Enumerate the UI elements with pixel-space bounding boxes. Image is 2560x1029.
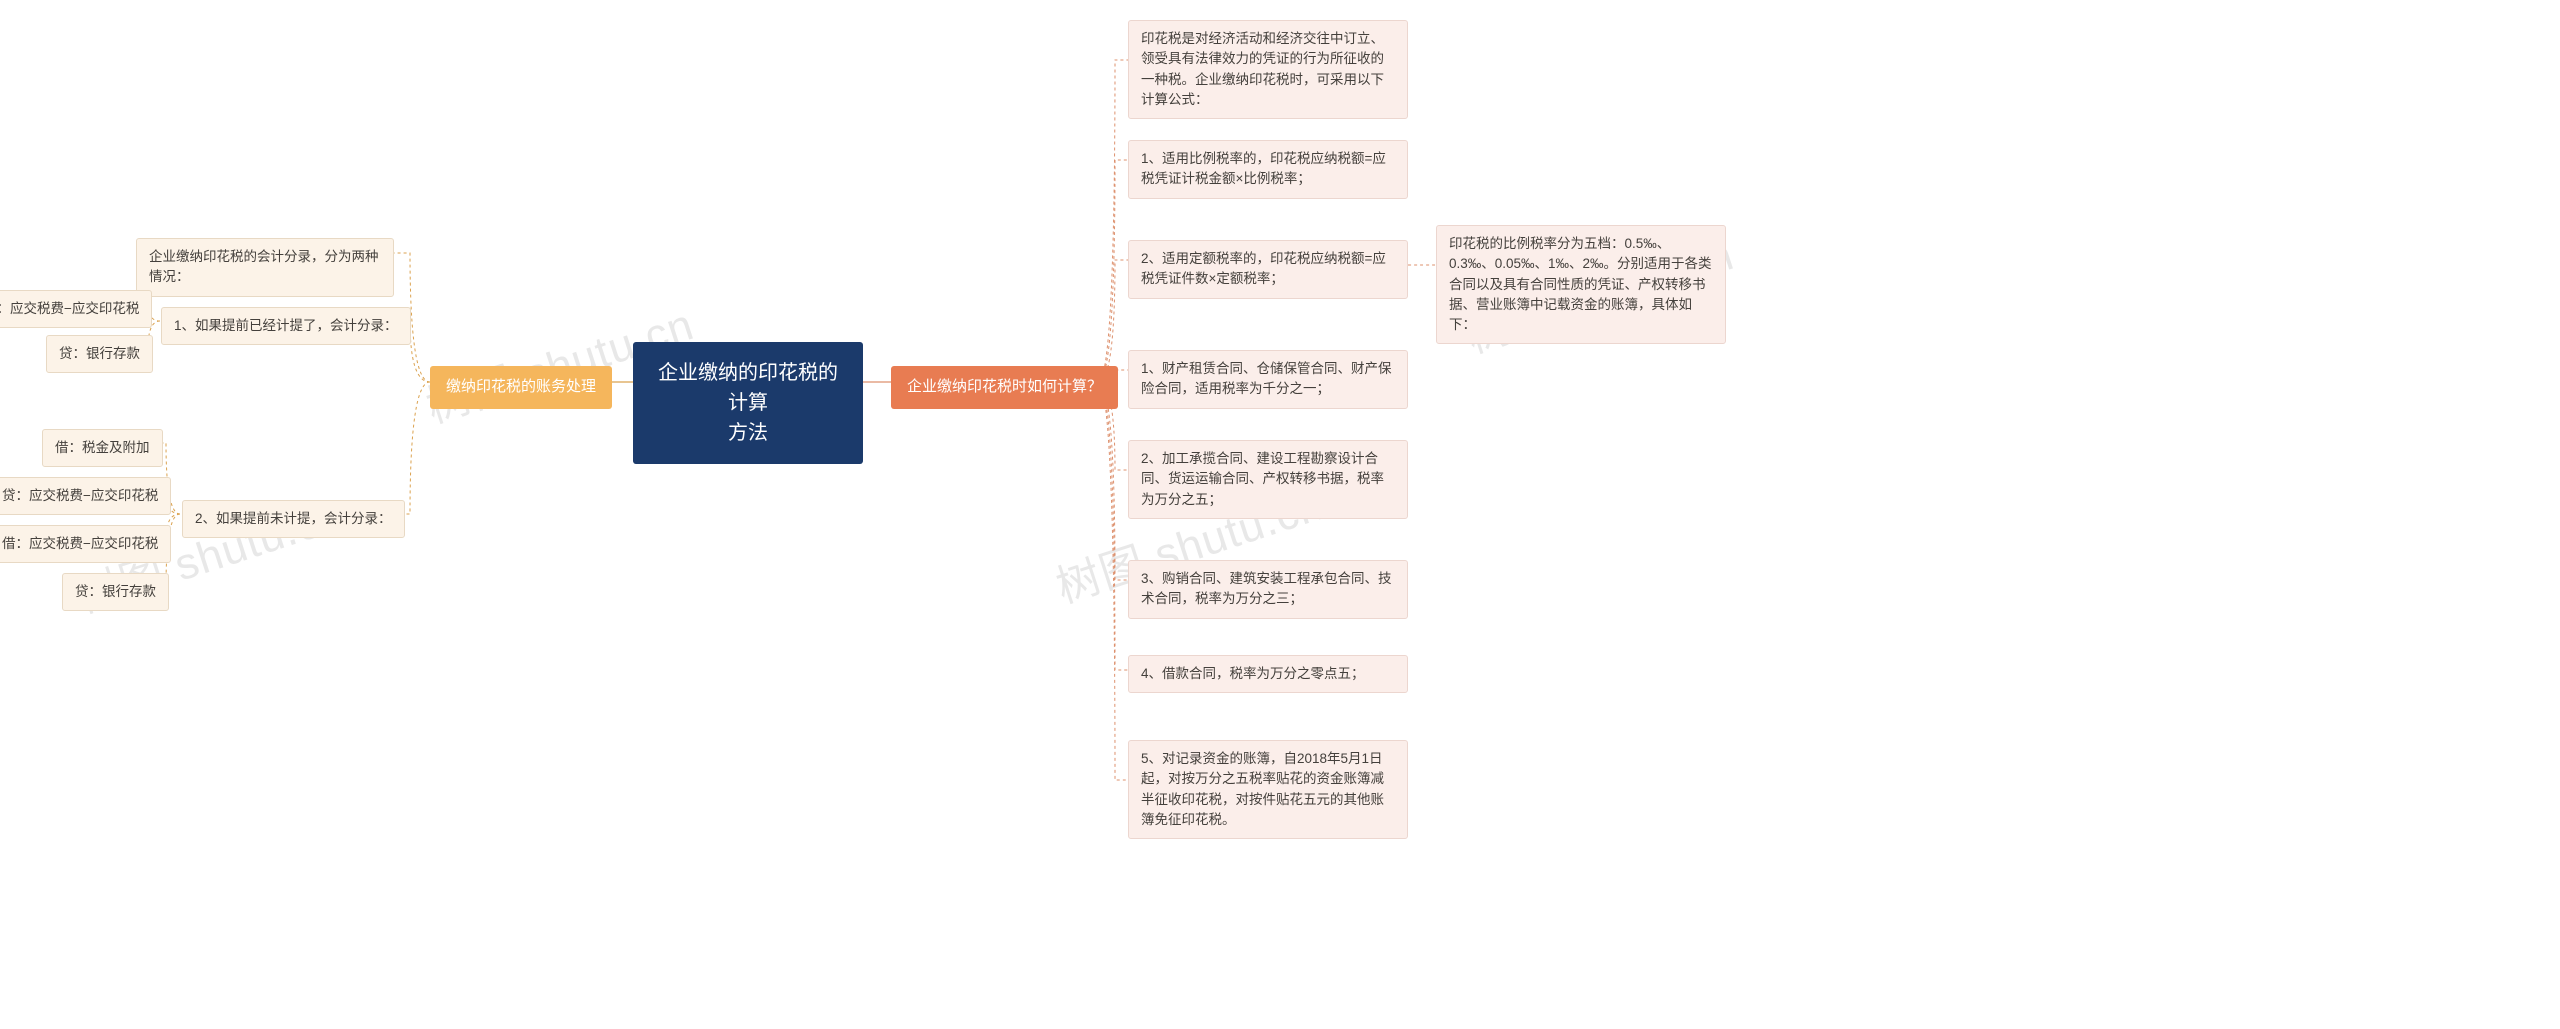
left-leaf-case1-credit[interactable]: 贷：银行存款: [46, 335, 153, 373]
left-leaf-case2[interactable]: 2、如果提前未计提，会计分录：: [182, 500, 405, 538]
right-branch[interactable]: 企业缴纳印花税时如何计算？: [891, 366, 1118, 409]
left-leaf-case2-a[interactable]: 借：税金及附加: [42, 429, 163, 467]
root-title-line2: 方法: [728, 422, 768, 444]
right-leaf-rate4[interactable]: 4、借款合同，税率为万分之零点五；: [1128, 655, 1408, 693]
right-leaf-formula1[interactable]: 1、适用比例税率的，印花税应纳税额=应税凭证计税金额×比例税率；: [1128, 140, 1408, 199]
right-leaf-intro[interactable]: 印花税是对经济活动和经济交往中订立、领受具有法律效力的凭证的行为所征收的一种税。…: [1128, 20, 1408, 119]
right-leaf-rates-detail[interactable]: 印花税的比例税率分为五档：0.5‰、0.3‰、0.05‰、1‰、2‰。分别适用于…: [1436, 225, 1726, 344]
left-leaf-case1[interactable]: 1、如果提前已经计提了，会计分录：: [161, 307, 411, 345]
right-leaf-rate5[interactable]: 5、对记录资金的账簿，自2018年5月1日起，对按万分之五税率贴花的资金账簿减半…: [1128, 740, 1408, 839]
mindmap-root[interactable]: 企业缴纳的印花税的计算 方法: [633, 342, 863, 464]
right-branch-label: 企业缴纳印花税时如何计算？: [907, 378, 1102, 395]
left-branch[interactable]: 缴纳印花税的账务处理: [430, 366, 612, 409]
left-leaf-case1-debit[interactable]: 借：应交税费−应交印花税: [0, 290, 152, 328]
right-leaf-rate1[interactable]: 1、财产租赁合同、仓储保管合同、财产保险合同，适用税率为千分之一；: [1128, 350, 1408, 409]
root-title-line1: 企业缴纳的印花税的计算: [658, 362, 838, 414]
right-leaf-formula2[interactable]: 2、适用定额税率的，印花税应纳税额=应税凭证件数×定额税率；: [1128, 240, 1408, 299]
left-branch-label: 缴纳印花税的账务处理: [446, 378, 596, 395]
left-leaf-case2-c[interactable]: 借：应交税费−应交印花税: [0, 525, 171, 563]
right-leaf-rate3[interactable]: 3、购销合同、建筑安装工程承包合同、技术合同，税率为万分之三；: [1128, 560, 1408, 619]
right-leaf-rate2[interactable]: 2、加工承揽合同、建设工程勘察设计合同、货运运输合同、产权转移书据，税率为万分之…: [1128, 440, 1408, 519]
left-leaf-intro[interactable]: 企业缴纳印花税的会计分录，分为两种情况：: [136, 238, 394, 297]
left-leaf-case2-d[interactable]: 贷：银行存款: [62, 573, 169, 611]
left-leaf-case2-b[interactable]: 贷：应交税费−应交印花税: [0, 477, 171, 515]
